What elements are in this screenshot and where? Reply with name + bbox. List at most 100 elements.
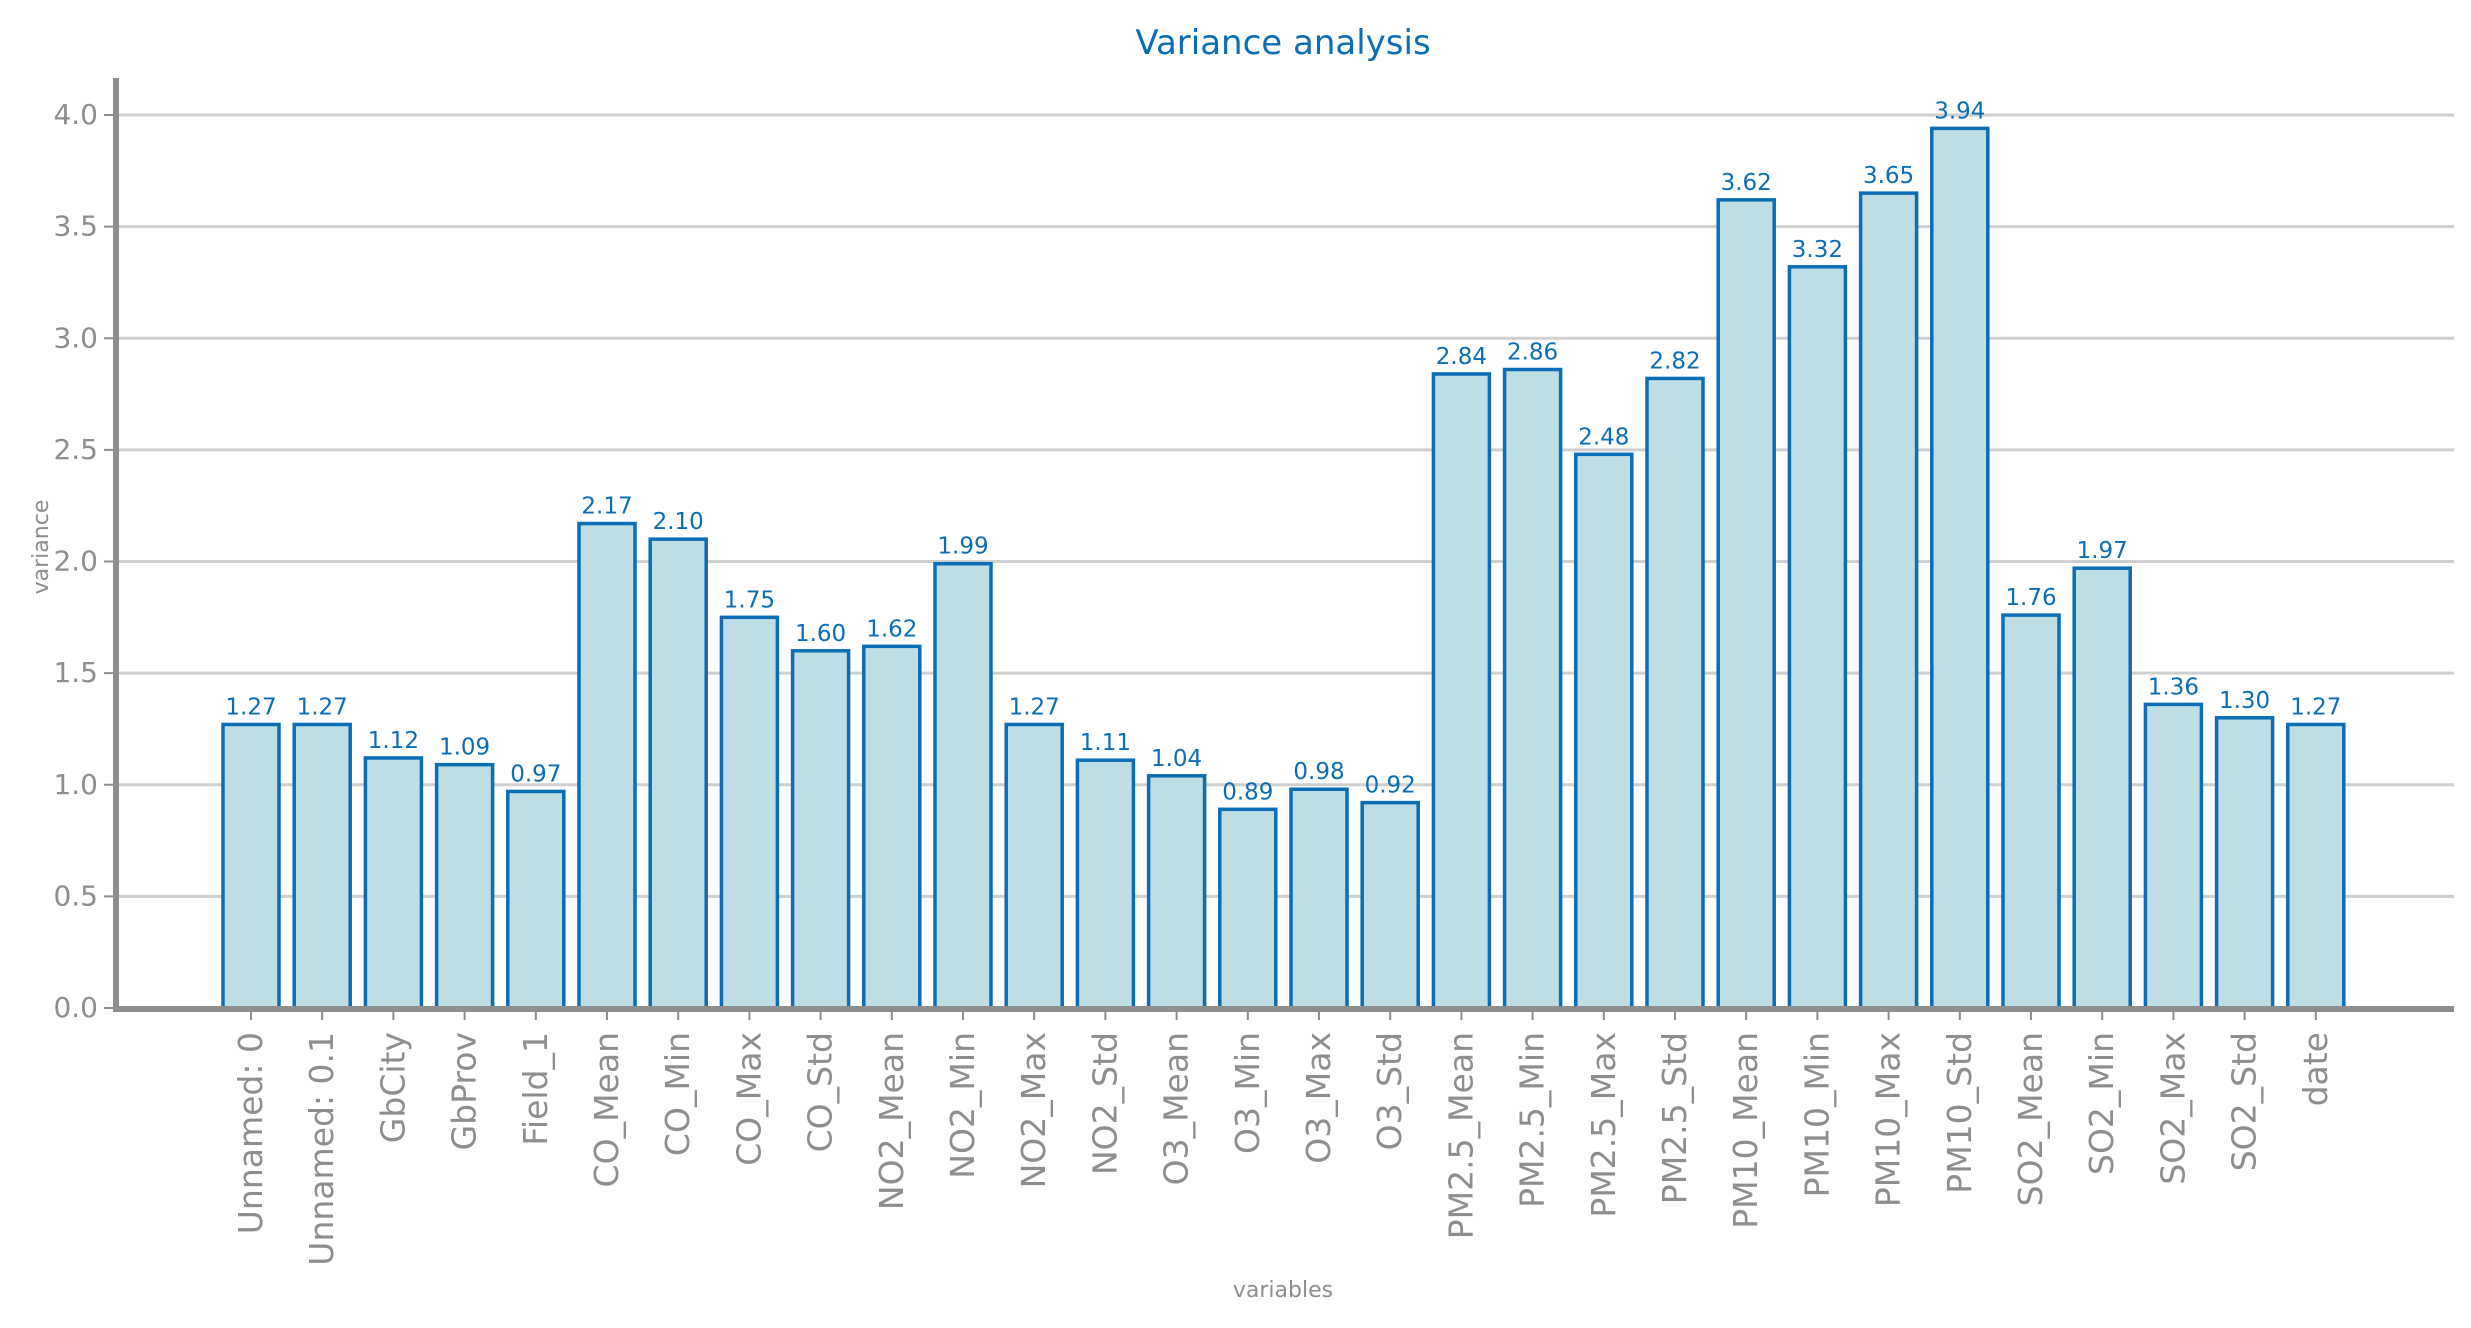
bar [1289, 787, 1349, 1010]
x-tick-label: PM10_Max [1869, 1032, 1908, 1207]
x-tick-label: PM10_Min [1797, 1032, 1836, 1197]
bar-value-label: 1.97 [2077, 538, 2128, 564]
bar-value-label: 1.62 [866, 616, 917, 642]
x-tick-label: NO2_Mean [872, 1032, 911, 1210]
bar [1645, 376, 1705, 1010]
x-tick-label: date [2296, 1032, 2335, 1106]
x-tick-label: NO2_Min [943, 1032, 982, 1179]
bar [1146, 774, 1207, 1010]
gridlines [116, 113, 2454, 898]
x-tick-label: Field_1 [516, 1032, 555, 1146]
y-tick-label: 3.0 [53, 321, 98, 354]
bar-value-label: 1.60 [795, 621, 846, 647]
bar [1218, 807, 1278, 1010]
bar [933, 561, 993, 1010]
bar-value-label: 0.97 [510, 761, 561, 787]
bar [1431, 372, 1492, 1010]
bar-value-label: 1.12 [368, 728, 419, 754]
bar-value-label: 1.09 [439, 735, 490, 761]
bar-value-label: 1.36 [2148, 674, 2199, 700]
x-tick-label: GbProv [445, 1032, 484, 1150]
x-tick-label: CO_Mean [587, 1032, 626, 1187]
y-tick-label: 2.0 [53, 545, 98, 578]
x-tick-label: SO2_Std [2225, 1032, 2264, 1171]
bar [2072, 566, 2132, 1010]
bar [862, 644, 922, 1010]
bar [2001, 613, 2061, 1010]
x-tick-label: PM2.5_Min [1513, 1032, 1552, 1208]
x-tick-label: O3_Std [1370, 1032, 1409, 1150]
bar [1787, 265, 1848, 1010]
bar [363, 756, 424, 1010]
bar-value-label: 2.48 [1578, 424, 1629, 450]
bar [790, 649, 851, 1010]
x-tick-label: PM2.5_Mean [1441, 1032, 1480, 1239]
bar-value-label: 3.94 [1934, 98, 1985, 124]
x-tick-label: O3_Max [1299, 1032, 1338, 1164]
bar-value-label: 2.86 [1507, 340, 1558, 366]
x-tick-label: PM2.5_Max [1584, 1032, 1623, 1218]
bar-value-label: 2.82 [1649, 348, 1700, 374]
bar [1716, 198, 1776, 1010]
bar-value-label: 1.75 [724, 587, 775, 613]
x-tick-label: Unnamed: 0.1 [302, 1032, 341, 1266]
x-tick-label: PM10_Std [1940, 1032, 1979, 1194]
bars [221, 126, 2346, 1010]
x-tick-label: GbCity [373, 1032, 412, 1143]
y-tick-label: 0.0 [53, 991, 98, 1024]
y-tick-label: 2.5 [53, 433, 98, 466]
bar [1502, 367, 1563, 1010]
x-tick-label: PM10_Mean [1726, 1032, 1765, 1229]
bar [719, 615, 780, 1010]
bar-value-label: 1.99 [937, 534, 988, 560]
y-tick-label: 1.0 [53, 768, 98, 801]
x-tick-label: PM2.5_Std [1655, 1032, 1694, 1204]
bar [2214, 716, 2275, 1010]
bar-value-label: 0.98 [1293, 759, 1344, 785]
x-tick-label: NO2_Max [1014, 1032, 1053, 1188]
bar [292, 722, 352, 1010]
bar [2143, 702, 2204, 1010]
y-tick-label: 4.0 [53, 98, 98, 131]
bar [648, 537, 708, 1010]
x-tick-label: CO_Max [729, 1032, 768, 1166]
x-tick-label: O3_Min [1228, 1032, 1267, 1154]
y-tick-label: 3.5 [53, 210, 98, 243]
bar-value-label: 0.92 [1365, 773, 1416, 799]
y-tick-label: 1.5 [53, 656, 98, 689]
bar-value-label: 1.27 [297, 694, 348, 720]
x-tick-label: SO2_Mean [2011, 1032, 2050, 1206]
x-tick-label: CO_Min [658, 1032, 697, 1156]
x-tick-label: NO2_Std [1085, 1032, 1124, 1175]
bar [1930, 126, 1990, 1010]
bar-value-label: 1.76 [2005, 585, 2056, 611]
bar-value-label: 3.32 [1792, 237, 1843, 263]
x-tick-label: Unnamed: 0 [231, 1032, 270, 1234]
bar-value-label: 2.10 [653, 509, 704, 535]
bar-value-label: 1.27 [2290, 694, 2341, 720]
bar-value-label: 1.04 [1151, 746, 1202, 772]
bar-value-label: 1.27 [1009, 694, 1060, 720]
x-tick-label: SO2_Max [2153, 1032, 2192, 1185]
bar-value-label: 2.84 [1436, 344, 1487, 370]
bar [434, 762, 495, 1010]
y-axis-title: variance [29, 500, 54, 595]
bar-value-label: 1.27 [225, 694, 276, 720]
labels: 0.0 0.5 1.0 1.5 2.0 2.5 3.0 3.5 4.0 1.27 Unnamed: … [53, 98, 2341, 1266]
x-tick-label: CO_Std [801, 1032, 840, 1152]
chart-title: Variance analysis [1135, 23, 1430, 63]
bar-value-label: 2.17 [581, 494, 632, 520]
x-axis-title: variables [1233, 1278, 1333, 1303]
bar [577, 521, 637, 1010]
axes [104, 78, 2454, 1020]
bar [1075, 758, 1136, 1010]
bar [2286, 722, 2346, 1010]
bar-value-label: 3.65 [1863, 163, 1914, 189]
bar-value-label: 1.11 [1080, 730, 1131, 756]
x-tick-label: SO2_Min [2082, 1032, 2121, 1175]
x-tick-label: O3_Mean [1157, 1032, 1196, 1185]
bar [506, 789, 566, 1010]
bar [221, 722, 281, 1010]
